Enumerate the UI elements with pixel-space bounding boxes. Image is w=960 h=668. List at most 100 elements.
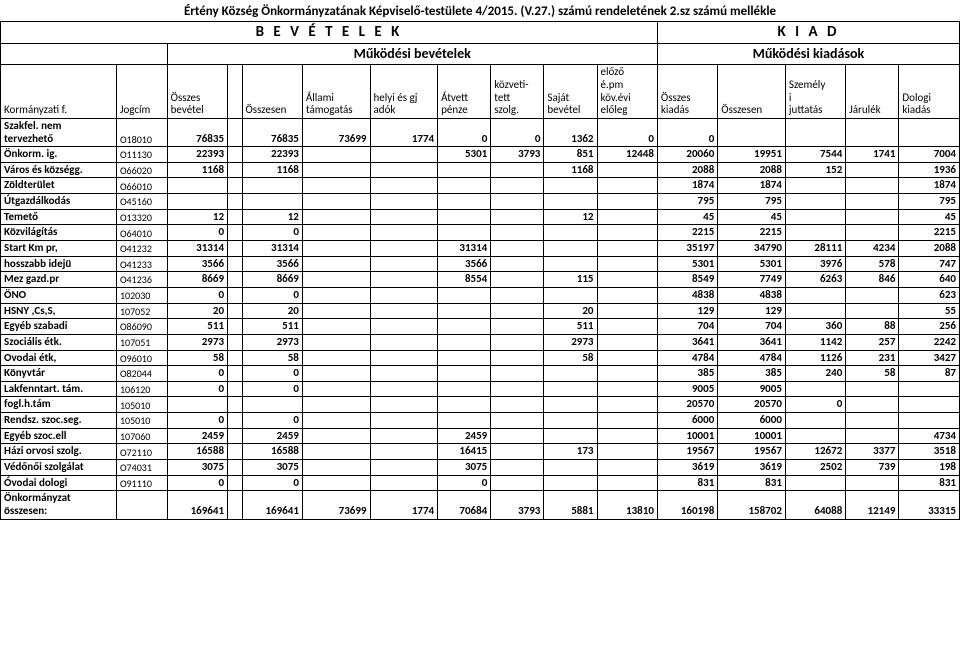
cell: 511	[242, 319, 302, 335]
cell	[491, 366, 544, 382]
cell	[302, 225, 370, 241]
total-cell	[228, 491, 242, 519]
cell	[228, 397, 242, 413]
cell: 2973	[242, 334, 302, 350]
row-code: 105010	[116, 397, 167, 413]
total-label: Önkormányzat összesen:	[1, 491, 117, 519]
cell: 0	[438, 118, 491, 146]
cell	[438, 209, 491, 225]
row-code: 106120	[116, 381, 167, 397]
col-header-10: előzőé.pmköv.évielőleg	[597, 65, 657, 119]
cell: 385	[718, 366, 786, 382]
cell: 20570	[718, 397, 786, 413]
cell	[302, 162, 370, 178]
cell	[718, 118, 786, 146]
cell	[438, 287, 491, 303]
cell	[302, 319, 370, 335]
cell	[544, 381, 597, 397]
row-code: O72110	[116, 444, 167, 460]
cell	[302, 272, 370, 288]
col-header-14: Járulék	[846, 65, 899, 119]
cell	[370, 413, 438, 429]
cell: 58	[544, 350, 597, 366]
table-row: Egyéb szabadiO86090511511511704704360882…	[1, 319, 960, 335]
cell: 129	[718, 303, 786, 319]
cell: 152	[785, 162, 845, 178]
row-code: O86090	[116, 319, 167, 335]
cell	[302, 413, 370, 429]
row-code: 105010	[116, 413, 167, 429]
cell: 88	[846, 319, 899, 335]
cell: 20060	[657, 147, 717, 163]
cell: 1874	[718, 178, 786, 194]
cell	[544, 256, 597, 272]
cell	[899, 413, 960, 429]
total-cell: 169641	[167, 491, 227, 519]
total-cell: 169641	[242, 491, 302, 519]
cell	[597, 334, 657, 350]
cell	[846, 162, 899, 178]
cell	[491, 287, 544, 303]
cell: 16588	[167, 444, 227, 460]
cell: 16588	[242, 444, 302, 460]
cell	[846, 225, 899, 241]
cell: 2459	[242, 428, 302, 444]
cell	[846, 209, 899, 225]
cell: 20	[242, 303, 302, 319]
cell	[228, 460, 242, 476]
cell	[544, 225, 597, 241]
cell: 20	[544, 303, 597, 319]
cell	[785, 118, 845, 146]
cell	[597, 460, 657, 476]
cell	[438, 350, 491, 366]
cell: 2088	[718, 162, 786, 178]
cell: 256	[899, 319, 960, 335]
cell: 5301	[718, 256, 786, 272]
row-label: Temető	[1, 209, 117, 225]
total-cell: 158702	[718, 491, 786, 519]
table-row: ZöldterületO66010187418741874	[1, 178, 960, 194]
cell	[597, 475, 657, 491]
cell: 16415	[438, 444, 491, 460]
cell: 360	[785, 319, 845, 335]
cell	[302, 241, 370, 257]
cell: 2215	[657, 225, 717, 241]
row-code: 107052	[116, 303, 167, 319]
row-label: Zöldterület	[1, 178, 117, 194]
cell	[438, 319, 491, 335]
row-code: O66020	[116, 162, 167, 178]
cell	[228, 162, 242, 178]
cell: 6000	[657, 413, 717, 429]
cell	[597, 303, 657, 319]
cell	[370, 162, 438, 178]
row-code: O91110	[116, 475, 167, 491]
cell	[544, 366, 597, 382]
cell: 257	[846, 334, 899, 350]
cell: 3976	[785, 256, 845, 272]
row-label: HSNY ,Cs,S,	[1, 303, 117, 319]
cell: 34790	[718, 241, 786, 257]
cell: 795	[718, 194, 786, 210]
cell: 831	[899, 475, 960, 491]
cell: 12	[242, 209, 302, 225]
cell: 0	[242, 475, 302, 491]
col-header-4: Összesen	[242, 65, 302, 119]
table-row: Szakfel. nem tervezhetőO1801076835768357…	[1, 118, 960, 146]
cell: 1168	[167, 162, 227, 178]
cell	[438, 397, 491, 413]
cell	[846, 178, 899, 194]
cell: 831	[718, 475, 786, 491]
cell: 5301	[438, 147, 491, 163]
cell: 31314	[242, 241, 302, 257]
table-row: Óvodai dologiO91110000831831831	[1, 475, 960, 491]
col-header-7: Átvettpénze	[438, 65, 491, 119]
row-label: Közvilágítás	[1, 225, 117, 241]
row-label: Rendsz. szoc.seg.	[1, 413, 117, 429]
cell	[597, 209, 657, 225]
cell: 0	[167, 287, 227, 303]
cell	[491, 397, 544, 413]
cell: 2459	[167, 428, 227, 444]
cell	[302, 350, 370, 366]
cell: 851	[544, 147, 597, 163]
total-cell: 12149	[846, 491, 899, 519]
